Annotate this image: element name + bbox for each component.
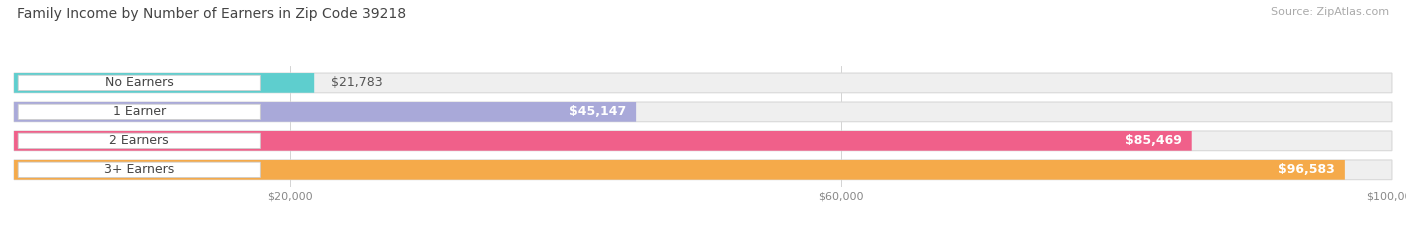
Text: 2 Earners: 2 Earners — [110, 134, 169, 147]
Text: 1 Earner: 1 Earner — [112, 105, 166, 118]
FancyBboxPatch shape — [14, 160, 1346, 180]
FancyBboxPatch shape — [14, 160, 1392, 180]
Text: $21,783: $21,783 — [330, 77, 382, 89]
FancyBboxPatch shape — [14, 73, 1392, 93]
Text: Family Income by Number of Earners in Zip Code 39218: Family Income by Number of Earners in Zi… — [17, 7, 406, 21]
Text: $85,469: $85,469 — [1125, 134, 1182, 147]
Text: $45,147: $45,147 — [569, 105, 627, 118]
Text: $96,583: $96,583 — [1278, 163, 1336, 176]
FancyBboxPatch shape — [14, 131, 1392, 151]
FancyBboxPatch shape — [18, 162, 260, 178]
FancyBboxPatch shape — [18, 133, 260, 149]
Text: Source: ZipAtlas.com: Source: ZipAtlas.com — [1271, 7, 1389, 17]
FancyBboxPatch shape — [14, 73, 314, 93]
FancyBboxPatch shape — [18, 75, 260, 91]
FancyBboxPatch shape — [14, 102, 636, 122]
FancyBboxPatch shape — [18, 104, 260, 120]
FancyBboxPatch shape — [14, 131, 1192, 151]
Text: 3+ Earners: 3+ Earners — [104, 163, 174, 176]
Text: No Earners: No Earners — [105, 77, 174, 89]
FancyBboxPatch shape — [14, 102, 1392, 122]
